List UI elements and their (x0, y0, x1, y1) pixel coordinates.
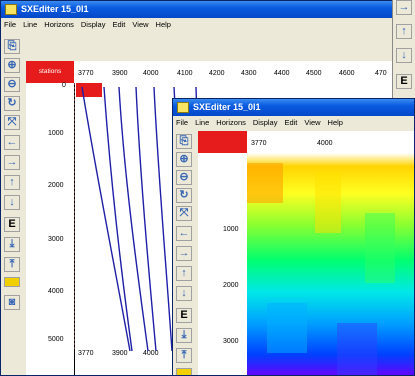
heatmap-patch (267, 303, 307, 353)
ruler-icon[interactable] (4, 277, 20, 287)
main-toolbar: ⎘ ⊕ ⊖ ↻ ⤧ ← → ↑ ↓ E ⤓ ⤒ ◙ (1, 31, 23, 375)
camera-icon[interactable]: ◙ (4, 295, 20, 310)
top-tick: 3770 (78, 70, 94, 77)
depth-tick: 4000 (48, 288, 64, 295)
top-tick: 3770 (251, 140, 267, 147)
depth-tick: 2000 (223, 282, 239, 289)
move-down-icon[interactable]: ⤓ (4, 237, 20, 252)
zoom-out-icon[interactable]: ⊖ (176, 170, 192, 185)
second-toolbar: ⎘ ⊕ ⊖ ↻ ⤧ ← → ↑ ↓ E ⤓ ⤒ (173, 129, 195, 375)
velocity-heatmap (247, 153, 414, 375)
zoom-out-icon[interactable]: ⊖ (4, 77, 20, 92)
menu-horizons[interactable]: Horizons (216, 118, 246, 127)
bottom-tick: 3900 (112, 350, 128, 357)
menu-file[interactable]: File (4, 20, 17, 29)
down-arrow-icon[interactable]: ↓ (4, 195, 20, 210)
up-arrow-icon[interactable]: ↑ (176, 266, 192, 281)
menu-view[interactable]: View (132, 20, 149, 29)
depth-tick: 3000 (48, 236, 64, 243)
bottom-tick: 3770 (78, 350, 94, 357)
copy-icon[interactable]: ⎘ (176, 134, 192, 149)
rotate-icon[interactable]: ↻ (4, 96, 20, 111)
zoom-in-icon[interactable]: ⊕ (176, 152, 192, 167)
ruler-icon[interactable] (176, 368, 192, 375)
second-title: SXEditer 15_0l1 (193, 102, 261, 112)
depth-tick: 0 (62, 82, 66, 89)
depth-tick: 1000 (48, 130, 64, 137)
menu-edit[interactable]: Edit (112, 20, 126, 29)
main-menubar: File Line Horizons Display Edit View Help (1, 18, 399, 31)
left-arrow-icon[interactable]: ← (4, 135, 20, 150)
menu-display[interactable]: Display (252, 118, 278, 127)
menu-edit[interactable]: Edit (284, 118, 298, 127)
fit-icon[interactable]: ⤧ (4, 115, 20, 130)
menu-file[interactable]: File (176, 118, 189, 127)
top-tick: 4500 (306, 70, 322, 77)
right-arrow-icon[interactable]: → (176, 246, 192, 261)
heatmap-patch (315, 173, 341, 233)
rotate-icon[interactable]: ↻ (176, 188, 192, 203)
top-tick: 470 (375, 70, 387, 77)
depth-ruler (26, 83, 75, 375)
right-arrow-icon[interactable]: → (396, 0, 412, 15)
top-tick: 4300 (241, 70, 257, 77)
depth-tick: 5000 (48, 336, 64, 343)
top-tick: 3900 (112, 70, 128, 77)
header-red (198, 131, 247, 153)
top-tick: 4600 (339, 70, 355, 77)
heatmap-patch (365, 213, 395, 283)
zoom-in-icon[interactable]: ⊕ (4, 58, 20, 73)
top-tick: 4400 (274, 70, 290, 77)
menu-horizons[interactable]: Horizons (44, 20, 74, 29)
down-arrow-icon[interactable]: ↓ (176, 286, 192, 301)
edit-horizon-icon[interactable]: E (396, 74, 412, 89)
heatmap-patch (337, 323, 377, 375)
copy-icon[interactable]: ⎘ (4, 39, 20, 54)
horizon-line (153, 86, 173, 352)
top-tick: 4000 (143, 70, 159, 77)
second-menubar: File Line Horizons Display Edit View Help (173, 116, 414, 129)
down-arrow-icon[interactable]: ↓ (396, 48, 412, 63)
menu-line[interactable]: Line (195, 118, 210, 127)
right-arrow-icon[interactable]: → (4, 155, 20, 170)
horizon-line (135, 86, 157, 352)
menu-line[interactable]: Line (23, 20, 38, 29)
horizon-line (103, 86, 133, 352)
horizon-line (118, 86, 149, 352)
second-plot: 3770 4000 1000 2000 3000 (198, 131, 414, 375)
header-stations: stations (26, 61, 74, 83)
move-up-icon[interactable]: ⤒ (176, 348, 192, 363)
menu-help[interactable]: Help (327, 118, 343, 127)
horizon-line (81, 86, 131, 352)
menu-view[interactable]: View (304, 118, 321, 127)
menu-help[interactable]: Help (155, 20, 171, 29)
bottom-tick: 4000 (143, 350, 159, 357)
top-tick: 4100 (177, 70, 193, 77)
app-icon (5, 4, 17, 15)
fit-icon[interactable]: ⤧ (176, 206, 192, 221)
left-arrow-icon[interactable]: ← (176, 226, 192, 241)
top-tick: 4000 (317, 140, 333, 147)
depth-tick: 1000 (223, 226, 239, 233)
up-arrow-icon[interactable]: ↑ (4, 175, 20, 190)
main-titlebar[interactable]: SXEditer 15_0l1 (1, 1, 399, 18)
second-window: SXEditer 15_0l1 File Line Horizons Display E… (172, 98, 415, 376)
depth-tick: 2000 (48, 182, 64, 189)
second-titlebar[interactable]: SXEditer 15_0l1 (173, 99, 414, 116)
up-arrow-icon[interactable]: ↑ (396, 24, 412, 39)
main-title: SXEditer 15_0l1 (21, 4, 89, 14)
menu-display[interactable]: Display (80, 20, 106, 29)
edit-horizon-icon[interactable]: E (176, 308, 192, 323)
move-down-icon[interactable]: ⤓ (176, 328, 192, 343)
move-up-icon[interactable]: ⤒ (4, 257, 20, 272)
top-tick: 4200 (209, 70, 225, 77)
heatmap-patch (247, 163, 283, 203)
app-icon (177, 102, 189, 113)
edit-horizon-icon[interactable]: E (4, 217, 20, 232)
depth-tick: 3000 (223, 338, 239, 345)
